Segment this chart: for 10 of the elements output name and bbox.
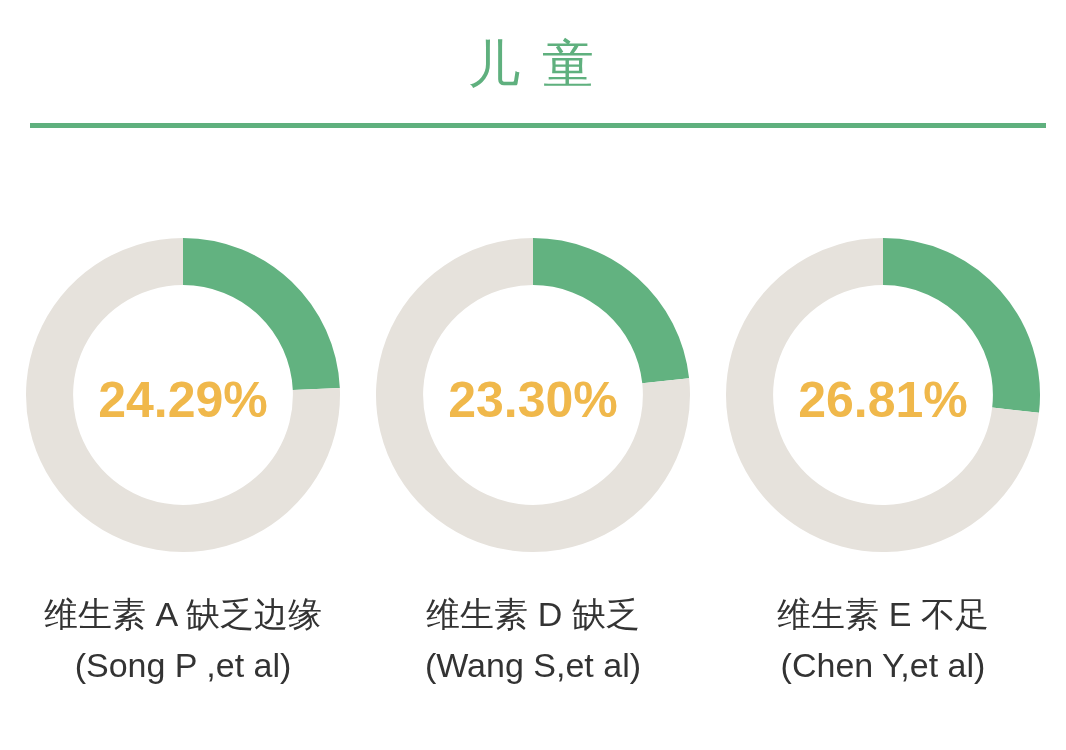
text: (Song P ,et al) bbox=[74, 646, 292, 685]
text: 26.81% bbox=[798, 371, 968, 428]
text: 维生素 A 缺乏边缘 bbox=[44, 594, 322, 635]
text: (Wang S,et al) bbox=[424, 646, 642, 685]
text: 儿 童 bbox=[466, 34, 600, 95]
text: (Chen Y,et al) bbox=[780, 646, 986, 685]
text: 维生素 E 不足 bbox=[777, 594, 989, 635]
text: 24.29% bbox=[98, 371, 268, 428]
text: 维生素 D 缺乏 bbox=[426, 594, 640, 635]
text: 23.30% bbox=[448, 371, 618, 428]
